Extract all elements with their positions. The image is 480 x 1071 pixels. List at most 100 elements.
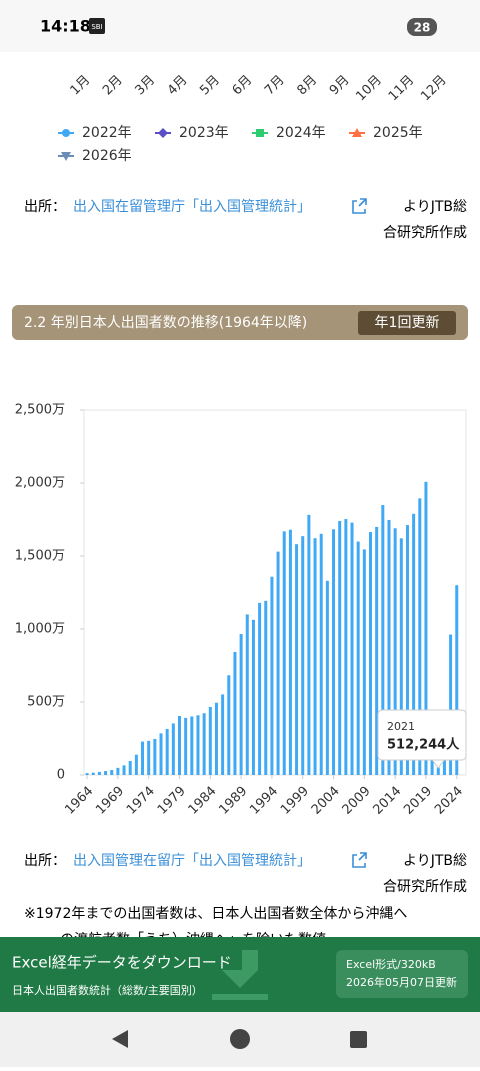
x-tick-label: 1979 <box>155 784 189 818</box>
badge-bg <box>89 18 105 34</box>
bar <box>449 634 453 775</box>
bar <box>141 741 145 775</box>
month-label: 4月 <box>165 73 191 99</box>
recents-button[interactable] <box>350 1031 367 1048</box>
tooltip-year: 2021 <box>387 720 415 733</box>
badge: SBI <box>91 23 102 31</box>
legend-marker <box>352 128 362 137</box>
bar <box>276 551 280 775</box>
x-tick-label: 2024 <box>432 784 466 818</box>
month-label: 10月 <box>353 73 384 104</box>
legend-marker <box>61 152 71 161</box>
bar <box>233 651 237 775</box>
bar <box>369 532 372 775</box>
bar <box>202 713 206 775</box>
legend-label: 2025年 <box>373 125 423 141</box>
back-button[interactable] <box>112 1030 128 1048</box>
battery: 28 <box>414 21 431 35</box>
bar <box>338 520 342 775</box>
source-suffix: よりJTB総 <box>403 199 467 215</box>
bar <box>258 602 262 775</box>
bar <box>418 498 422 775</box>
bar <box>116 767 120 775</box>
bar <box>412 513 416 775</box>
bar <box>134 754 138 775</box>
bar <box>325 580 329 775</box>
section-header <box>12 305 468 340</box>
x-tick-label: 1994 <box>247 784 281 818</box>
bar <box>251 619 255 775</box>
bar <box>424 481 428 775</box>
bar <box>97 771 101 775</box>
bar <box>307 514 311 775</box>
month-label: 1月 <box>68 73 94 99</box>
x-tick-label: 2009 <box>340 784 374 818</box>
y-tick-label: 1,000万 <box>15 622 65 637</box>
status-bar <box>0 0 480 52</box>
legend-label: 2022年 <box>82 125 132 141</box>
source-line2: 合研究所作成 <box>383 879 467 895</box>
tooltip-value: 512,244人 <box>387 737 460 753</box>
bar <box>356 541 360 775</box>
bar <box>436 767 440 775</box>
source-prefix: 出所： <box>24 853 66 869</box>
bar <box>264 600 268 775</box>
bar <box>288 529 292 775</box>
bar <box>227 675 231 775</box>
bar <box>221 694 225 775</box>
clock: 14:18 <box>40 17 91 36</box>
bar <box>165 729 169 775</box>
bar <box>381 505 385 775</box>
month-label: 7月 <box>262 73 288 99</box>
x-tick-label: 2019 <box>401 784 435 818</box>
file-updated: 2026年05月07日更新 <box>346 975 457 989</box>
bar <box>245 614 249 775</box>
legend-marker <box>256 129 264 137</box>
bar <box>282 531 286 775</box>
legend-marker <box>158 128 168 138</box>
bar <box>319 533 323 775</box>
x-tick-label: 1989 <box>216 784 250 818</box>
month-label: 6月 <box>230 73 256 99</box>
y-tick-label: 2,500万 <box>15 403 65 418</box>
legend-label: 2026年 <box>82 148 132 164</box>
source-link[interactable]: 出入国管理在留庁「出入国管理統計」 <box>73 853 311 869</box>
bar <box>171 723 175 775</box>
bar <box>122 765 126 775</box>
download-icon-base <box>212 994 268 1000</box>
bar <box>190 716 194 775</box>
y-tick-label: 0 <box>57 768 65 783</box>
month-label: 11月 <box>386 73 417 104</box>
file-box <box>336 950 468 998</box>
bar <box>196 715 200 775</box>
bar <box>313 538 317 775</box>
x-tick-label: 2004 <box>309 784 343 818</box>
plot-frame <box>83 409 467 776</box>
download-icon <box>222 950 258 988</box>
bar <box>301 536 305 775</box>
month-label: 12月 <box>418 73 449 104</box>
source-link[interactable]: 出入国在留管理庁「出入国管理統計」 <box>73 199 311 215</box>
bar <box>128 760 132 775</box>
bar <box>344 519 348 775</box>
bar <box>178 716 181 775</box>
x-tick-label: 1984 <box>186 784 220 818</box>
bar <box>110 770 114 775</box>
tooltip-pointer <box>431 759 446 769</box>
tooltip <box>377 709 467 761</box>
source-suffix: よりJTB総 <box>403 853 467 869</box>
x-tick-label: 1999 <box>278 784 312 818</box>
y-tick-label: 2,000万 <box>15 476 65 491</box>
section-title: 2.2 年別日本人出国者数の推移(1964年以降) <box>24 315 307 331</box>
bar <box>295 544 299 775</box>
x-tick-label: 2014 <box>370 784 404 818</box>
bar <box>387 519 391 775</box>
home-button[interactable] <box>230 1029 250 1049</box>
bar <box>153 738 157 775</box>
bar <box>104 771 108 775</box>
month-label: 5月 <box>197 73 223 99</box>
bar <box>405 525 409 775</box>
bar <box>270 576 274 775</box>
